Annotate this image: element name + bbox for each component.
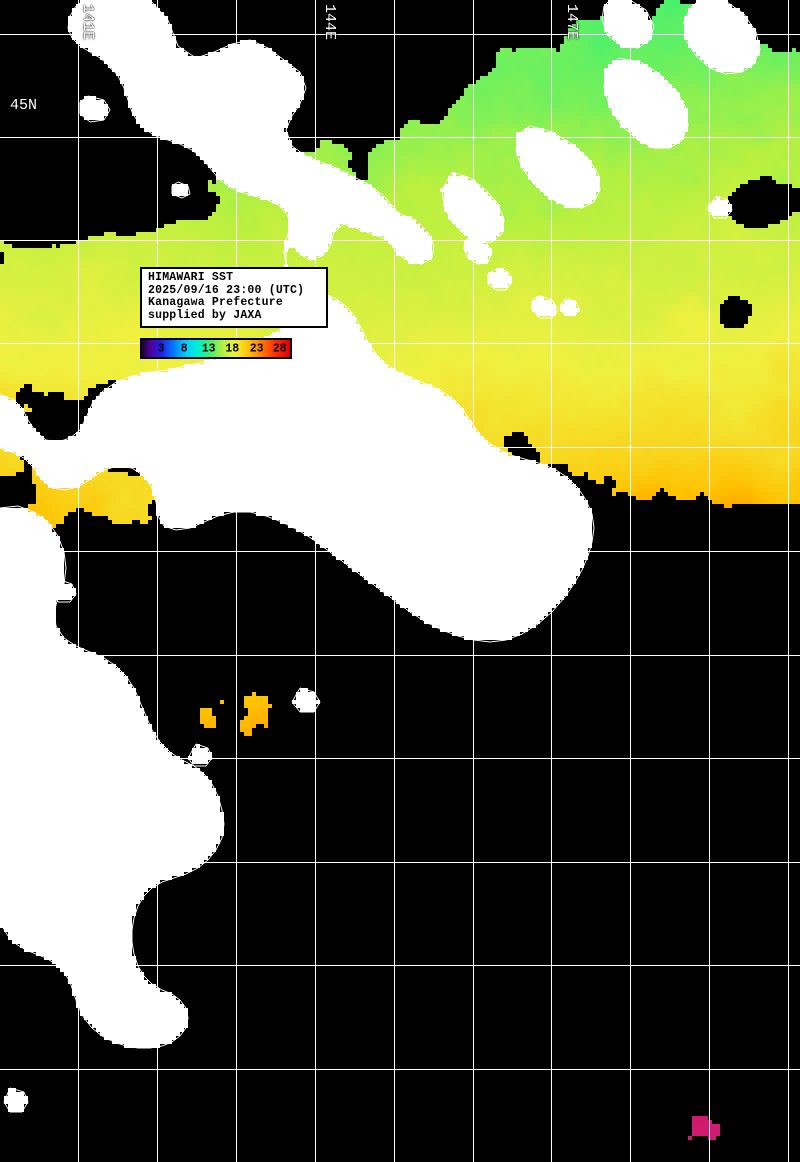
colorbar-tick-28: 28: [272, 342, 287, 355]
colorbar-tick-18: 18: [225, 342, 240, 355]
product-region: Kanagawa Prefecture: [148, 296, 283, 310]
latitude-label-45n: 45N: [10, 97, 38, 114]
colorbar-tick-3: 3: [157, 342, 165, 355]
longitude-label-147e: 147E: [563, 4, 580, 41]
product-source: supplied by JAXA: [148, 308, 262, 322]
colorbar-tick-8: 8: [180, 342, 188, 355]
colorbar-gradient: [142, 340, 290, 357]
temperature-colorbar: 3 8 13 18 23 28: [140, 338, 292, 359]
colorbar-tick-13: 13: [201, 342, 216, 355]
product-timestamp: 2025/09/16 23:00 (UTC): [148, 283, 305, 297]
longitude-label-144e: 144E: [321, 4, 338, 41]
product-title: HIMAWARI SST: [148, 271, 234, 284]
colorbar-tick-23: 23: [249, 342, 264, 355]
longitude-label-141e: 141E: [79, 4, 96, 41]
product-info-box: HIMAWARI SST 2025/09/16 23:00 (UTC) Kana…: [140, 267, 328, 329]
